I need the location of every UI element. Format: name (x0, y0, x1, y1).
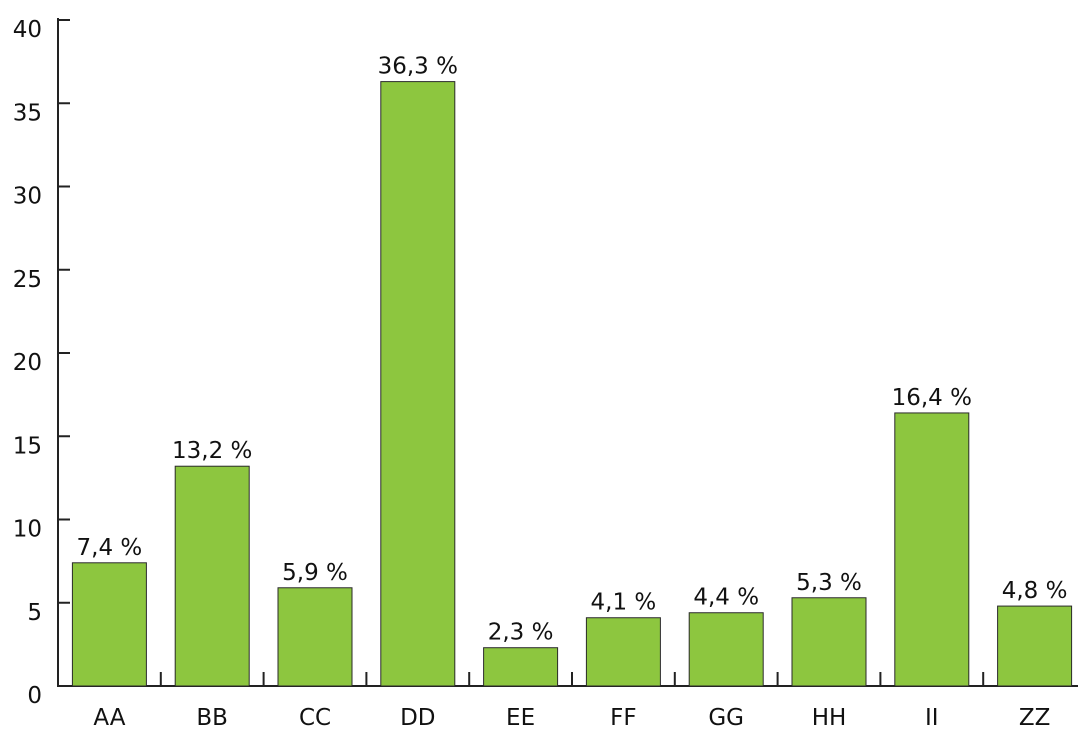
x-tick-label: AA (93, 705, 125, 731)
bar (585, 617, 661, 687)
value-label: 4,1 % (591, 590, 657, 616)
x-tick-label: HH (812, 705, 847, 731)
value-label: 5,3 % (796, 570, 862, 596)
y-tick-label: 15 (13, 433, 42, 459)
value-label: 4,8 % (1002, 578, 1068, 604)
value-label: 2,3 % (488, 620, 554, 646)
value-label: 7,4 % (77, 535, 143, 561)
bar (483, 647, 559, 687)
x-tick-label: EE (506, 705, 535, 731)
y-tick-label: 25 (13, 267, 42, 293)
value-label: 4,4 % (693, 585, 759, 611)
value-label: 36,3 % (378, 54, 458, 80)
x-tick-label: BB (196, 705, 228, 731)
y-tick-label: 20 (13, 350, 42, 376)
value-label: 16,4 % (892, 385, 972, 411)
value-label: 13,2 % (172, 438, 252, 464)
y-tick-label: 5 (27, 600, 42, 626)
x-tick-label: DD (400, 705, 435, 731)
x-tick-label: GG (708, 705, 744, 731)
x-tick-label: CC (299, 705, 331, 731)
bar (277, 587, 353, 687)
bar (997, 605, 1073, 687)
x-tick-label: FF (610, 705, 636, 731)
y-tick-label: 10 (13, 517, 42, 543)
x-tick-label: ZZ (1019, 705, 1051, 731)
bar (894, 412, 970, 687)
y-tick-label: 30 (13, 184, 42, 210)
value-label: 5,9 % (282, 560, 348, 586)
bar (791, 597, 867, 687)
y-tick-label: 35 (13, 100, 42, 126)
bar (688, 612, 764, 687)
y-tick-label: 40 (13, 17, 42, 43)
y-tick-label: 0 (27, 683, 42, 709)
bar (380, 81, 456, 687)
x-tick-label: II (925, 705, 939, 731)
bar (71, 562, 147, 687)
bar (174, 465, 250, 687)
